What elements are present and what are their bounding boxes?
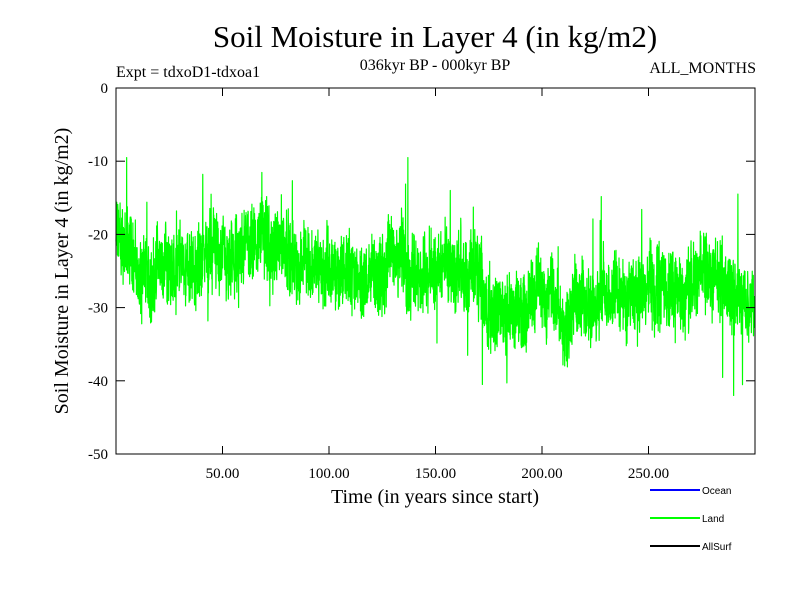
y-tick-label: 0 [101, 81, 109, 97]
y-tick-label: -20 [88, 227, 108, 243]
experiment-label: Expt = tdxoD1-tdxoa1 [116, 64, 260, 81]
series-line-land [115, 156, 756, 397]
y-tick-label: -30 [88, 301, 108, 317]
legend-label-ocean: Ocean [702, 486, 731, 497]
chart-title: Soil Moisture in Layer 4 (in kg/m2) [213, 19, 657, 54]
x-axis: 50.00 100.00 150.00 200.00 250.00 [206, 88, 669, 482]
plot-area [115, 156, 756, 397]
legend: Ocean Land AllSurf [650, 486, 732, 553]
x-tick-label: 250.00 [628, 466, 669, 482]
y-tick-label: -10 [88, 154, 108, 170]
x-tick-label: 150.00 [415, 466, 456, 482]
x-tick-label: 200.00 [521, 466, 562, 482]
legend-label-land: Land [702, 514, 724, 525]
y-tick-label: -50 [88, 447, 108, 463]
x-axis-label: Time (in years since start) [331, 486, 539, 508]
x-tick-label: 100.00 [308, 466, 349, 482]
y-tick-label: -40 [88, 374, 108, 390]
y-axis: 0 -10 -20 -30 -40 -50 [88, 81, 755, 463]
legend-label-allsurf: AllSurf [702, 542, 732, 553]
chart-subtitle: 036kyr BP - 000kyr BP [360, 57, 511, 74]
y-axis-label: Soil Moisture in Layer 4 (in kg/m2) [51, 128, 73, 415]
months-label: ALL_MONTHS [649, 60, 756, 77]
x-tick-label: 50.00 [206, 466, 240, 482]
